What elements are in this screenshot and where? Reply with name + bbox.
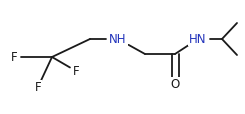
Text: F: F — [73, 65, 79, 78]
Text: HN: HN — [189, 33, 207, 46]
Text: O: O — [170, 78, 180, 91]
Text: F: F — [11, 51, 17, 64]
Text: F: F — [35, 81, 41, 94]
Text: NH: NH — [109, 33, 127, 46]
